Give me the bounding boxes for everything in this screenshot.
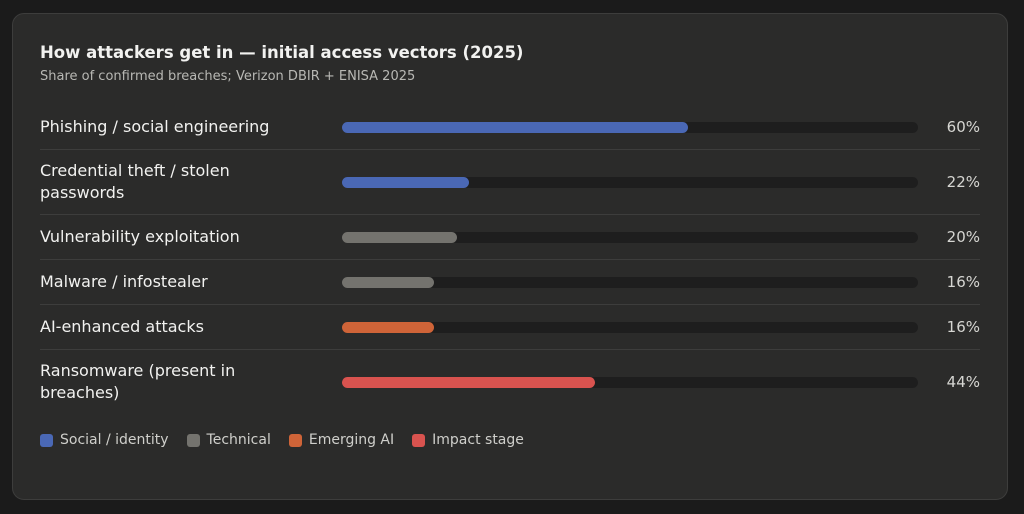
bar-rows: Phishing / social engineering 60% Credenti… (40, 105, 980, 414)
category-label: AI-enhanced attacks (40, 317, 204, 336)
bar-row: Credential theft / stolen passwords 22% (40, 150, 980, 215)
bar (342, 231, 458, 243)
legend-label: Impact stage (432, 432, 524, 448)
bar-track (342, 376, 918, 388)
category-label: Ransomware (present in breaches) (40, 361, 236, 402)
legend-swatch (288, 433, 302, 447)
value-label: 16% (946, 273, 980, 291)
legend-label: Social / identity (60, 432, 169, 448)
value-label: 16% (946, 318, 980, 336)
legend-item: Emerging AI (288, 432, 395, 448)
legend-swatch (40, 433, 53, 447)
category-label: Vulnerability exploitation (40, 227, 240, 246)
category-label: Credential theft / stolen passwords (40, 161, 230, 202)
bar-row: Malware / infostealer 16% (40, 260, 980, 305)
bar-track (342, 231, 918, 243)
bar (342, 376, 596, 388)
bar (342, 321, 435, 333)
value-label: 60% (946, 118, 980, 136)
bar (342, 276, 435, 288)
legend-item: Social / identity (40, 432, 169, 448)
value-label: 20% (946, 228, 980, 246)
legend-swatch (186, 433, 200, 447)
bar-track (342, 176, 918, 188)
bar-row: Ransomware (present in breaches) 44% (40, 350, 980, 414)
value-label: 44% (946, 373, 980, 391)
bar-track (342, 321, 918, 333)
legend-item: Impact stage (412, 432, 524, 448)
chart-subtitle: Share of confirmed breaches; Verizon DBI… (40, 69, 416, 84)
chart-title: How attackers get in — initial access ve… (40, 43, 524, 62)
value-label: 22% (946, 173, 980, 191)
bar (342, 176, 469, 188)
bar (342, 121, 688, 133)
bar-track (342, 276, 918, 288)
bar-row: AI-enhanced attacks 16% (40, 305, 980, 350)
legend: Social / identity Technical Emerging AI Imp… (40, 432, 980, 448)
bar-track (342, 121, 918, 133)
legend-swatch (412, 433, 426, 447)
category-label: Phishing / social engineering (40, 117, 270, 136)
bar-row: Phishing / social engineering 60% (40, 105, 980, 150)
category-label: Malware / infostealer (40, 272, 208, 291)
legend-item: Technical (186, 432, 271, 448)
bar-row: Vulnerability exploitation 20% (40, 215, 980, 260)
chart-card: How attackers get in — initial access ve… (12, 13, 1008, 500)
legend-label: Emerging AI (308, 432, 395, 448)
legend-label: Technical (206, 432, 271, 448)
